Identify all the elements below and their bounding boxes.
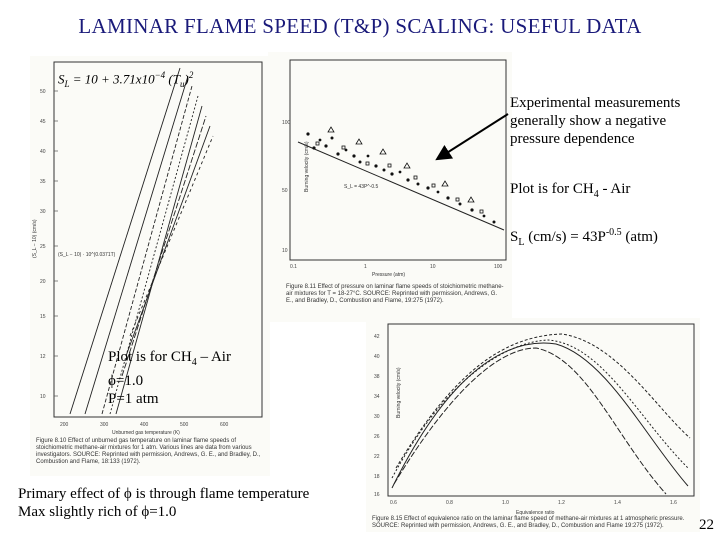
pointer-arrow [435,113,509,161]
slide-title: LAMINAR FLAME SPEED (T&P) SCALING: USEFU… [78,14,642,38]
left-plot-suffix: – Air [196,349,231,365]
svg-text:S_L = 43P^-0.5: S_L = 43P^-0.5 [344,184,378,190]
svg-text:26: 26 [374,434,380,440]
left-plot-prefix: Plot is for CH [108,349,192,365]
svg-text:45: 45 [40,119,46,125]
bottom-right-phi-plot: 42 40 38 34 30 26 22 18 16 0.6 0.8 1.0 1.2 1.4 1.6… [366,318,700,532]
svg-text:22: 22 [374,454,380,460]
phi-value: ϕ=1.0 [108,373,144,389]
pressure-plot-svg: S_L = 43P^-0.5 100 50 10 0.1 1 10 100 Pressur… [282,59,507,278]
svg-text:(S_L − 10) · 10^(0.0371T): (S_L − 10) · 10^(0.0371T) [58,252,116,258]
svg-text:100: 100 [494,264,503,270]
left-x-axis-label: Unburned gas temperature (K) [112,430,180,436]
experimental-note: Experimental measurements generally show… [510,94,680,148]
sl-equation-note: SL (cm/s) = 43P-0.5 (atm) [510,224,658,252]
svg-text:0.6: 0.6 [390,500,397,506]
pressure-value: P=1 atm [108,391,159,407]
experimental-note-line2: generally show a negative [510,113,667,129]
page-number: 22 [699,517,714,533]
svg-text:12: 12 [40,354,46,360]
svg-text:16: 16 [374,492,380,498]
svg-text:25: 25 [40,244,46,250]
svg-text:20: 20 [40,279,46,285]
phi-plot-svg: 42 40 38 34 30 26 22 18 16 0.6 0.8 1.0 1.2 1.4 1.6… [374,323,695,516]
sl-prefix: S [510,229,519,245]
svg-text:200: 200 [60,422,69,428]
svg-text:10: 10 [430,264,436,270]
svg-text:0.1: 0.1 [290,264,297,270]
left-plot-sub: 4 [191,357,197,368]
sl-mid: (cm/s) = 43P [524,229,606,245]
svg-text:1.6: 1.6 [670,500,677,506]
svg-text:15: 15 [40,314,46,320]
svg-text:300: 300 [100,422,109,428]
svg-text:40: 40 [374,354,380,360]
primary-effect-line2: Max slightly rich of ϕ=1.0 [18,504,177,520]
pressure-y-axis-label: Burning velocity (cm/s) [304,141,310,192]
svg-text:1.4: 1.4 [614,500,621,506]
primary-effect-note: Primary effect of ϕ is through flame tem… [18,485,309,521]
phi-x-axis-label: Equivalence ratio [516,510,555,516]
svg-text:30: 30 [40,209,46,215]
svg-text:10: 10 [282,248,288,254]
top-right-pressure-plot: S_L = 43P^-0.5 100 50 10 0.1 1 10 100 Pressur… [268,52,512,322]
left-plot-note: Plot is for CH4 – Air ϕ=1.0 P=1 atm [108,348,231,408]
svg-text:10: 10 [40,394,46,400]
left-plot-svg: 50 45 40 35 30 25 20 15 12 10 (S_L − 10) · 10^… [32,61,263,436]
svg-text:1.2: 1.2 [558,500,565,506]
svg-text:1.0: 1.0 [502,500,509,506]
plot-for-note: Plot is for CH4 - Air [510,180,630,204]
sl-sup: -0.5 [605,227,622,238]
left-temperature-plot: 50 45 40 35 30 25 20 15 12 10 (S_L − 10) · 10^… [30,56,270,476]
svg-text:40: 40 [40,149,46,155]
svg-text:42: 42 [374,334,380,340]
phi-plot-caption: Figure 8.15 Effect of equivalence ratio … [372,516,685,529]
experimental-note-line1: Experimental measurements [510,95,681,111]
svg-text:35: 35 [40,179,46,185]
svg-text:400: 400 [140,422,149,428]
svg-text:1: 1 [364,264,367,270]
svg-text:38: 38 [374,374,380,380]
svg-text:(S_L − 10) (cm/s): (S_L − 10) (cm/s) [32,219,38,258]
pressure-plot-caption: Figure 8.11 Effect of pressure on lamina… [286,284,504,304]
svg-text:600: 600 [220,422,229,428]
sl-suffix: (atm) [621,229,658,245]
svg-text:34: 34 [374,394,380,400]
pressure-x-axis-label: Pressure (atm) [372,272,405,278]
svg-text:50: 50 [282,188,288,194]
phi-y-axis-label: Burning velocity (cm/s) [396,367,402,418]
svg-text:30: 30 [374,414,380,420]
sl-sub: L [518,237,525,248]
plot-for-prefix: Plot is for CH [510,181,594,197]
svg-text:18: 18 [374,474,380,480]
left-plot-caption: Figure 8.10 Effect of unburned gas tempe… [36,438,261,465]
primary-effect-line1: Primary effect of ϕ is through flame tem… [18,486,310,502]
svg-text:500: 500 [180,422,189,428]
svg-text:0.8: 0.8 [446,500,453,506]
plot-for-suffix: - Air [598,181,631,197]
experimental-note-line3: pressure dependence [510,131,635,147]
svg-text:100: 100 [282,120,291,126]
svg-text:50: 50 [40,89,46,95]
left-plot-equation: SL = 10 + 3.71x10−4 (Tu)2 [58,70,194,89]
plot-for-sub: 4 [593,189,599,200]
